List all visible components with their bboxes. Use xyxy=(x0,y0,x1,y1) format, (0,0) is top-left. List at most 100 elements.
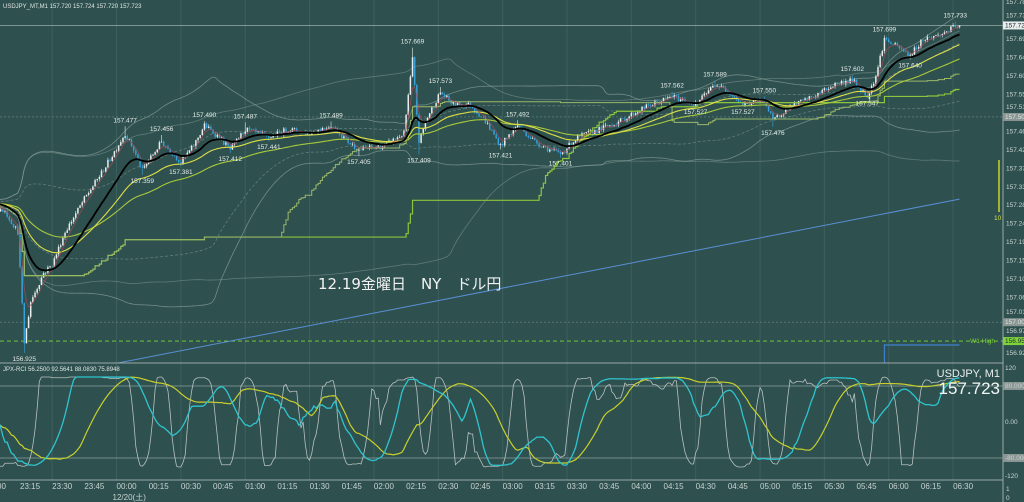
candle xyxy=(235,138,238,142)
candle xyxy=(830,87,832,90)
price-box-green xyxy=(1003,337,1024,346)
candle xyxy=(319,130,322,132)
candle xyxy=(405,114,407,131)
candle xyxy=(819,92,821,94)
price-axis-label: 157.420 xyxy=(1006,147,1024,154)
candle xyxy=(272,135,274,138)
band-long-lower xyxy=(0,150,960,287)
price-label-low: 157.401 xyxy=(549,161,573,168)
candle xyxy=(778,115,781,117)
time-axis-label: 02:00 xyxy=(374,482,395,491)
price-axis-label: 157.105 xyxy=(1006,276,1024,283)
candle xyxy=(413,57,416,85)
candle xyxy=(534,138,536,141)
candle xyxy=(422,128,425,134)
candle xyxy=(321,128,324,132)
time-axis[interactable]: 00 23:15 23:30 23:45 00:00 00:15 00:30 00:45 01:… xyxy=(0,482,974,502)
candle xyxy=(323,128,326,129)
price-label-high: 157.487 xyxy=(233,113,257,120)
candle xyxy=(338,133,341,135)
candle xyxy=(160,141,163,143)
candle xyxy=(525,131,527,136)
time-axis-label: 06:00 xyxy=(889,482,910,491)
candle xyxy=(542,146,545,148)
candle xyxy=(64,232,66,238)
time-axis-label: 03:00 xyxy=(503,482,524,491)
candle xyxy=(246,127,249,132)
candle xyxy=(694,102,697,106)
candle xyxy=(671,97,673,98)
candle xyxy=(587,131,590,133)
candle xyxy=(117,145,120,151)
candle xyxy=(712,86,714,88)
candle xyxy=(478,113,480,117)
candle xyxy=(310,132,313,135)
candle xyxy=(718,86,721,88)
candle xyxy=(51,266,53,267)
candle xyxy=(860,86,862,93)
price-axis-label: 157.465 xyxy=(1006,128,1024,135)
candle xyxy=(950,26,952,33)
price-axis[interactable]: 157.780 157.735 157.690 157.645 157.600 157.5… xyxy=(1003,0,1024,357)
candle xyxy=(557,150,560,153)
candle xyxy=(508,134,510,138)
time-axis-label: 04:15 xyxy=(664,482,685,491)
candle xyxy=(353,143,356,149)
candle xyxy=(437,94,440,104)
time-axis-label: 23:30 xyxy=(52,482,73,491)
candle xyxy=(795,102,798,105)
candle xyxy=(126,136,128,140)
candle xyxy=(283,128,285,135)
price-label-high: 157.589 xyxy=(703,71,727,78)
candle xyxy=(812,97,815,98)
candle xyxy=(943,32,946,34)
band-lines xyxy=(0,13,960,308)
rci-oscillator xyxy=(0,376,1003,468)
candle xyxy=(662,97,665,102)
candle xyxy=(930,37,933,39)
candle xyxy=(489,123,491,130)
candle xyxy=(8,216,11,221)
candle xyxy=(491,129,493,131)
rci-long-line xyxy=(0,376,960,464)
time-axis-label: 01:45 xyxy=(342,482,363,491)
marker-label: 10 xyxy=(994,215,1002,222)
candle xyxy=(49,266,51,268)
candle xyxy=(263,132,266,134)
candle xyxy=(92,186,94,190)
candle xyxy=(210,126,212,130)
candle xyxy=(428,113,431,118)
price-label-low: 157.527 xyxy=(731,109,755,116)
candle xyxy=(165,145,167,147)
candle xyxy=(60,245,62,247)
price-axis-label: 157.240 xyxy=(1006,221,1024,228)
candle xyxy=(208,126,210,128)
candle xyxy=(240,133,242,139)
price-label-high: 157.489 xyxy=(319,112,343,119)
candle xyxy=(431,107,433,114)
candle xyxy=(804,98,806,100)
price-label-low: 156.925 xyxy=(13,356,37,363)
oscillator-axis-label: 0.00 xyxy=(1005,419,1018,426)
oscillator-axis-label: 120 xyxy=(1005,365,1016,372)
candle xyxy=(827,89,830,91)
price-axis-label: 157.285 xyxy=(1006,202,1024,209)
candle xyxy=(746,102,748,104)
candle xyxy=(409,76,412,95)
band-long-upper xyxy=(0,30,960,200)
candle xyxy=(486,123,489,124)
time-axis-label: 23:45 xyxy=(84,482,105,491)
candle xyxy=(107,159,109,168)
candle xyxy=(504,137,506,146)
time-axis-label: 04:30 xyxy=(696,482,717,491)
candle xyxy=(40,277,43,286)
candle xyxy=(87,192,90,195)
candle xyxy=(887,39,890,43)
candle xyxy=(933,35,935,39)
candle xyxy=(132,146,135,151)
time-axis-label: 03:15 xyxy=(535,482,556,491)
candle xyxy=(905,51,907,53)
candle xyxy=(767,105,770,112)
candle xyxy=(733,96,736,98)
